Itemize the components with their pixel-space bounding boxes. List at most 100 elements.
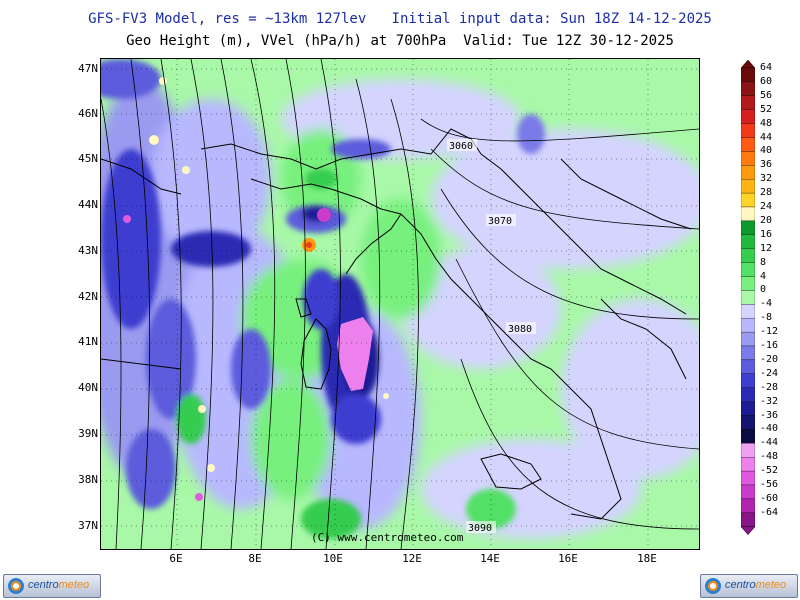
logo-text-right: centrometeo: [725, 579, 787, 591]
colorbar-label: 16: [760, 228, 773, 240]
lon-label-12e: 12E: [402, 552, 422, 565]
lat-label-37n: 37N: [78, 519, 98, 532]
colorbar-label: -48: [760, 451, 779, 463]
map-canvas: 3060 3070 3080 3090 (C) www.centrometeo.…: [101, 59, 699, 549]
colorbar-swatch: [740, 484, 756, 500]
colorbar: [740, 59, 756, 539]
watermark: (C) www.centrometeo.com: [311, 531, 464, 544]
colorbar-label: -28: [760, 381, 779, 393]
lon-label-18e: 18E: [637, 552, 657, 565]
grid: [101, 59, 699, 549]
centrometeo-logo-left[interactable]: centrometeo: [3, 574, 101, 598]
lon-label-10e: 10E: [323, 552, 343, 565]
colorbar-top-arrow: [740, 59, 756, 69]
centrometeo-globe-icon: [705, 578, 721, 594]
colorbar-swatch: [740, 276, 756, 291]
colorbar-label: 24: [760, 201, 773, 212]
lat-label-43n: 43N: [78, 244, 98, 257]
colorbar-label: 56: [760, 89, 773, 101]
centrometeo-globe-icon: [8, 578, 24, 594]
lat-label-42n: 42N: [78, 290, 98, 303]
colorbar-label: -64: [760, 506, 779, 518]
colorbar-swatch: [740, 345, 756, 361]
colorbar-label: -32: [760, 395, 779, 407]
colorbar-label: 4: [760, 270, 767, 282]
lon-label-14e: 14E: [480, 552, 500, 565]
lat-label-44n: 44N: [78, 198, 98, 211]
colorbar-label: 28: [760, 187, 773, 199]
lat-label-41n: 41N: [78, 335, 98, 348]
colorbar-swatch: [740, 512, 756, 527]
lat-label-45n: 45N: [78, 152, 98, 165]
coastlines: [101, 128, 692, 520]
lat-label-47n: 47N: [78, 62, 98, 75]
colorbar-label: -56: [760, 479, 779, 490]
colorbar-label: -4: [760, 298, 773, 310]
colorbar-swatch: [740, 179, 756, 194]
lon-label-6e: 6E: [169, 552, 183, 565]
colorbar-svg: [740, 59, 756, 536]
title-line-2: Geo Height (m), VVel (hPa/h) at 700hPa V…: [126, 33, 674, 49]
colorbar-label: 8: [760, 256, 767, 268]
forecast-map: 3060 3070 3080 3090 (C) www.centrometeo.…: [100, 58, 700, 550]
colorbar-swatch: [740, 373, 756, 388]
title-line-1: GFS-FV3 Model, res = ~13km 127lev Initia…: [88, 11, 712, 27]
lat-label-38n: 38N: [78, 473, 98, 486]
colorbar-swatch: [740, 359, 756, 374]
colorbar-label: -16: [760, 340, 779, 351]
contour-label-3060: 3060: [449, 141, 473, 152]
lon-label-8e: 8E: [248, 552, 262, 565]
colorbar-swatch: [740, 95, 756, 110]
colorbar-label: -20: [760, 353, 779, 365]
colorbar-label: 64: [760, 62, 773, 73]
colorbar-label: -24: [760, 367, 779, 379]
lat-label-39n: 39N: [78, 427, 98, 440]
colorbar-swatch: [740, 137, 756, 152]
contour-labels: 3060 3070 3080 3090: [447, 139, 536, 534]
colorbar-swatch: [740, 290, 756, 305]
colorbar-label: -52: [760, 465, 779, 477]
colorbar-swatch: [740, 415, 756, 430]
lon-label-16e: 16E: [558, 552, 578, 565]
colorbar-label: 0: [760, 284, 767, 296]
colorbar-swatch: [740, 206, 756, 222]
colorbar-label: -36: [760, 409, 779, 421]
colorbar-label: -60: [760, 492, 779, 504]
colorbar-label: 52: [760, 103, 773, 115]
logo-text-left: centrometeo: [28, 579, 90, 591]
lat-label-46n: 46N: [78, 107, 98, 120]
lat-label-40n: 40N: [78, 381, 98, 394]
colorbar-label: 32: [760, 173, 773, 185]
colorbar-swatch: [740, 151, 756, 166]
colorbar-swatch: [740, 443, 756, 458]
colorbar-swatch: [740, 220, 756, 235]
colorbar-swatch: [740, 123, 756, 138]
colorbar-swatch: [740, 248, 756, 263]
colorbar-swatch: [740, 192, 756, 208]
colorbar-label: 44: [760, 131, 773, 143]
colorbar-label: 20: [760, 214, 773, 226]
colorbar-swatch: [740, 470, 756, 486]
contour-label-3090: 3090: [468, 523, 492, 534]
colorbar-swatch: [740, 165, 756, 180]
contour-label-3080: 3080: [508, 324, 532, 335]
colorbar-label: -40: [760, 423, 779, 435]
colorbar-swatch: [740, 387, 756, 402]
colorbar-bottom-arrow: [740, 526, 756, 536]
colorbar-swatch: [740, 109, 756, 124]
vvel-cores: [123, 77, 389, 501]
colorbar-label: -12: [760, 326, 779, 338]
colorbar-label: 12: [760, 242, 773, 254]
colorbar-swatch: [740, 457, 756, 472]
colorbar-label: 40: [760, 145, 773, 157]
height-contours: [101, 59, 699, 549]
contour-label-3070: 3070: [488, 216, 512, 227]
colorbar-swatch: [740, 81, 756, 96]
colorbar-label: 36: [760, 159, 773, 171]
colorbar-swatch: [740, 429, 756, 444]
colorbar-swatch: [740, 304, 756, 319]
colorbar-label: 60: [760, 75, 773, 87]
colorbar-label: -44: [760, 437, 779, 449]
centrometeo-logo-right[interactable]: centrometeo: [700, 574, 798, 598]
colorbar-swatch: [740, 331, 756, 347]
